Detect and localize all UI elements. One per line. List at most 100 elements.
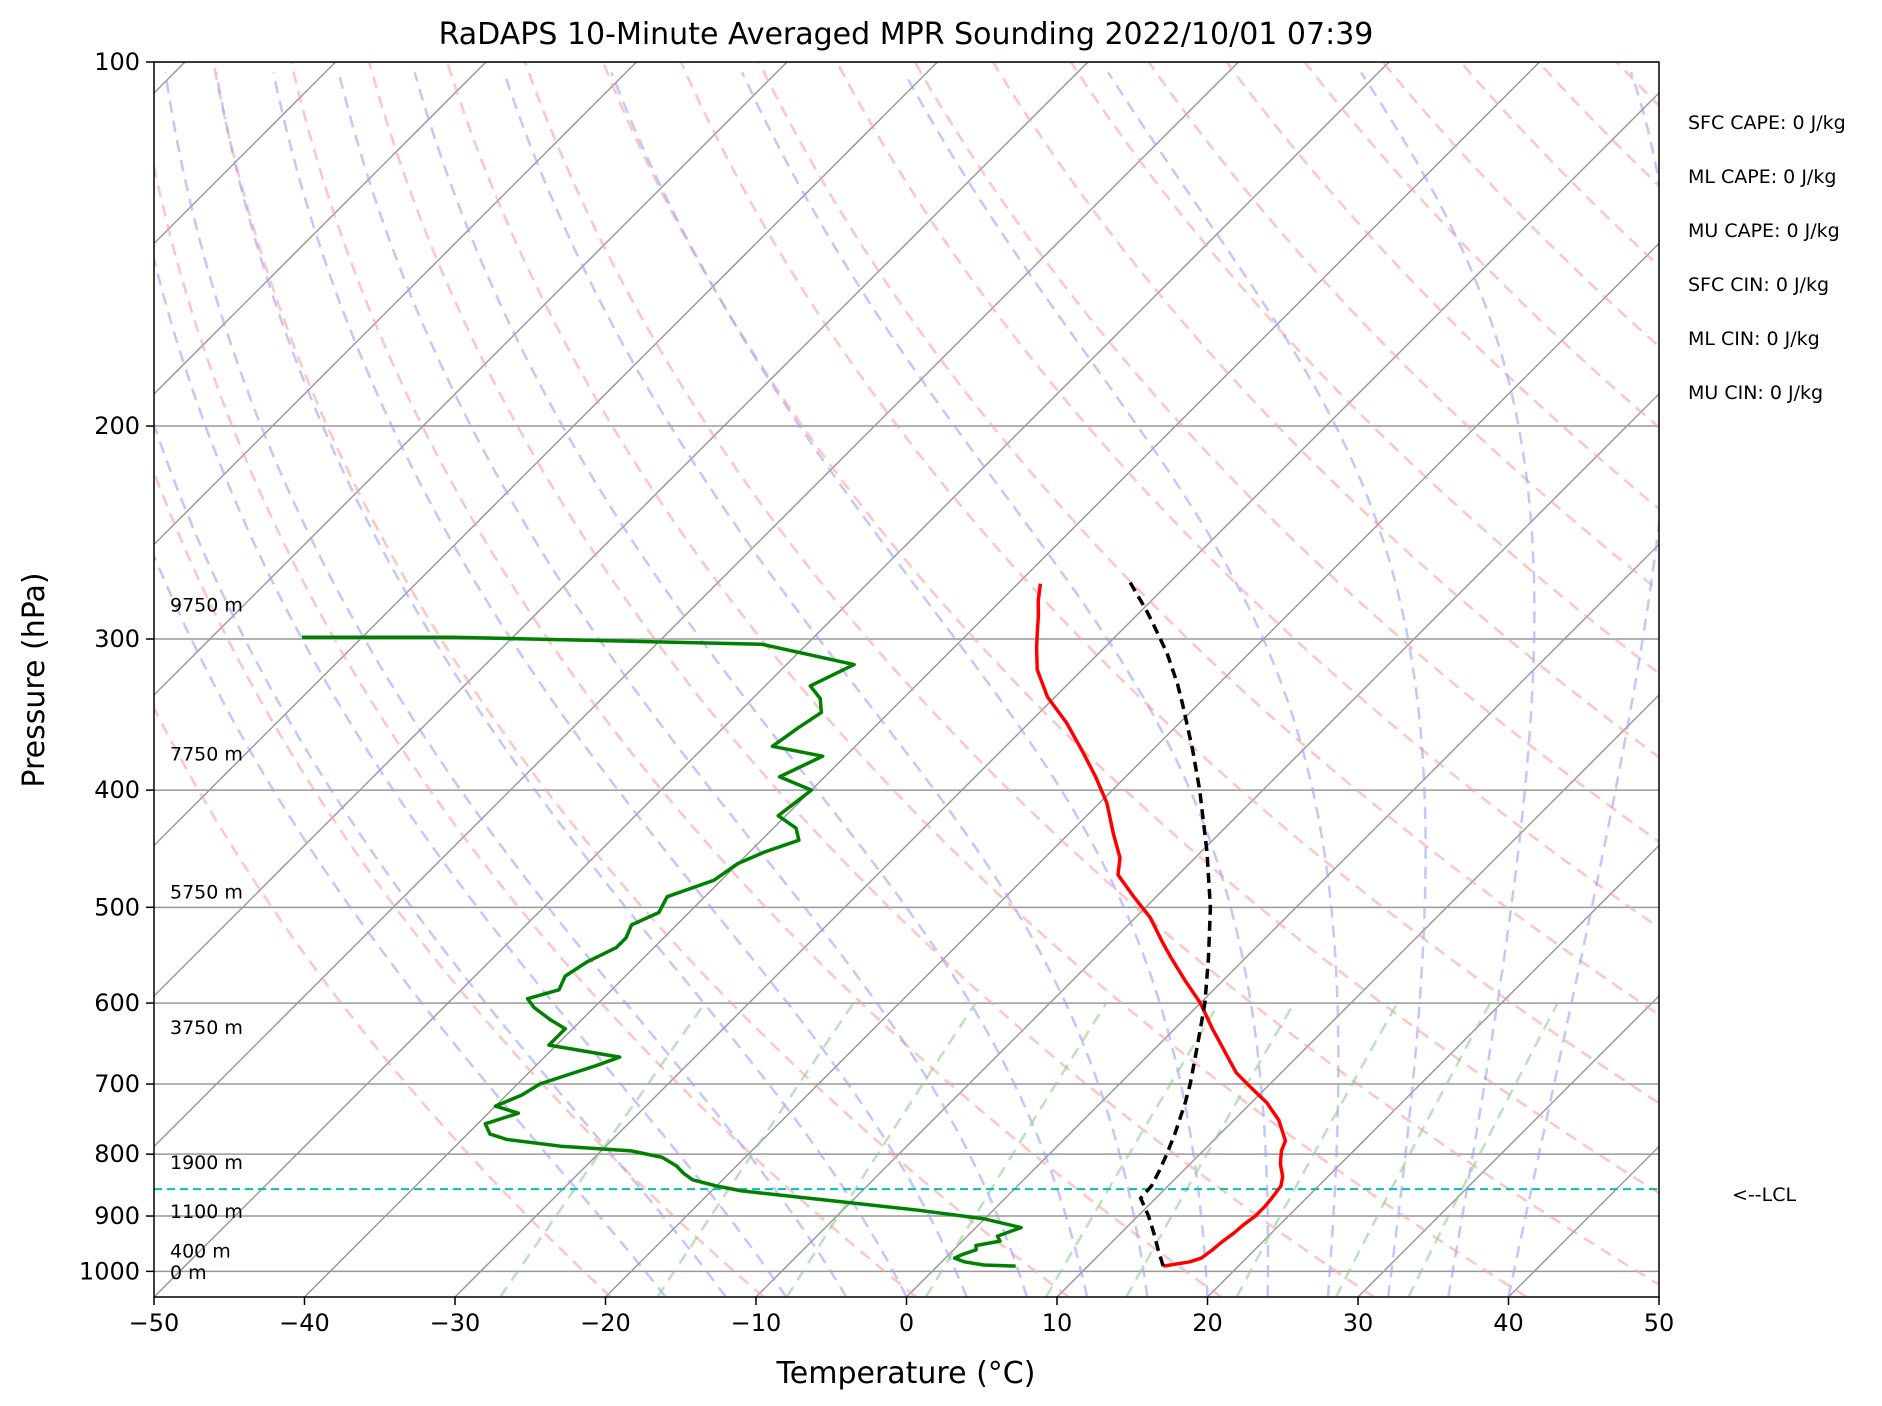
mixing-ratio-line [1125,1002,1296,1297]
y-tick-label: 100 [94,48,140,76]
height-label: 9750 m [170,595,243,617]
isotherm [154,62,939,847]
dry-adiabat [1381,62,1659,349]
dry-adiabat [212,62,1070,1297]
mixing-ratio-line [1334,1002,1492,1297]
moist-adiabat [741,71,1270,1297]
dry-adiabat [1069,62,1659,676]
y-tick-label: 200 [94,412,140,440]
height-label: 1900 m [170,1152,243,1174]
x-axis-label: Temperature (°C) [776,1356,1036,1391]
chart-title: RaDAPS 10-Minute Averaged MPR Sounding 2… [439,17,1374,52]
dry-adiabat [523,62,1659,1287]
y-axis-label: Pressure (hPa) [17,572,52,787]
height-label: 7750 m [170,743,243,765]
isotherm [755,392,1659,1297]
stat-line: MU CIN: 0 J/kg [1688,382,1823,404]
mixing-ratio-line [1407,1002,1559,1297]
x-tick-label: −30 [430,1309,481,1337]
dry-adiabat [1303,62,1659,429]
moist-adiabat [154,421,727,1297]
mixing-ratio-line [1235,1002,1399,1297]
parcel-line [1127,578,1213,1267]
dry-adiabat [679,62,1659,1105]
x-tick-label: 30 [1343,1309,1374,1337]
mixing-ratio-line [785,1002,977,1297]
isotherm [1507,1145,1659,1297]
isotherm [154,62,487,396]
stat-line: ML CIN: 0 J/kg [1688,328,1820,350]
dry-adiabat [913,62,1659,844]
dewpoint-line [302,635,1023,1268]
x-tick-label: −50 [129,1309,180,1337]
x-axis-ticks: −50 −40 −30 −20 −10 0 10 20 30 40 50 [129,1297,1675,1337]
moist-adiabat [502,72,1149,1297]
dry-adiabat [154,160,917,1297]
moist-adiabat [413,72,1089,1297]
stat-line: SFC CIN: 0 J/kg [1688,274,1829,296]
x-tick-label: −10 [731,1309,782,1337]
y-axis-ticks: 100 200 300 400 500 600 700 800 900 1000 [79,48,154,1285]
dry-adiabat [1537,62,1659,188]
stat-line: ML CAPE: 0 J/kg [1688,166,1836,188]
y-tick-label: 700 [94,1070,140,1098]
y-tick-label: 300 [94,625,140,653]
lcl-label: <--LCL [1732,1184,1796,1206]
mixing-ratio-line [924,1002,1108,1297]
moist-adiabat [903,71,1340,1297]
dry-adiabat [289,62,1223,1297]
x-tick-label: 20 [1192,1309,1223,1337]
height-labels: 9750 m 7750 m 5750 m 3750 m 1900 m 1100 m 400 … [170,595,243,1284]
moist-adiabat [1360,71,1536,1297]
dry-adiabat [991,62,1659,759]
moist-adiabat [337,72,1029,1297]
mixing-ratio-line [656,1002,855,1297]
moist-adiabat [214,72,908,1297]
y-tick-label: 900 [94,1202,140,1230]
temperature-line [1034,583,1288,1268]
x-tick-label: 50 [1644,1309,1675,1337]
y-tick-label: 600 [94,989,140,1017]
isotherm [604,242,1659,1297]
dry-adiabat [1147,62,1659,593]
moist-adiabat [164,72,848,1297]
isotherm [154,62,1240,1148]
moist-adiabat [272,72,968,1297]
y-tick-label: 500 [94,893,140,921]
dry-adiabat [1694,62,1882,1297]
isotherm [454,91,1659,1297]
moist-adiabat [1507,72,1659,1297]
y-tick-label: 800 [94,1140,140,1168]
y-tick-label: 1000 [79,1257,140,1285]
x-tick-label: −20 [580,1309,631,1337]
dry-adiabat [1225,62,1659,511]
isotherm [154,62,1390,1297]
x-tick-label: 10 [1042,1309,1073,1337]
stat-line: MU CAPE: 0 J/kg [1688,220,1840,242]
moist-adiabat [154,552,667,1297]
isotherm [1056,693,1659,1297]
x-tick-label: 0 [899,1309,914,1337]
isotherm [1357,994,1659,1297]
instability-stats: SFC CAPE: 0 J/kg ML CAPE: 0 J/kg MU CAPE: … [1688,112,1846,404]
dry-adiabat [367,62,1375,1297]
stat-line: SFC CAPE: 0 J/kg [1688,112,1846,134]
isotherm [1810,62,1882,1297]
isotherm [154,62,638,546]
isotherm [303,62,1541,1297]
height-label: 0 m [170,1262,207,1284]
height-label: 1100 m [170,1201,243,1223]
dry-adiabat [446,62,1528,1297]
dry-adiabat [1615,62,1659,108]
moist-adiabat [610,71,1209,1297]
dry-adiabat [601,62,1659,1195]
isotherm [1206,844,1659,1297]
height-label: 400 m [170,1240,231,1262]
isotherm [154,62,788,697]
y-tick-label: 400 [94,776,140,804]
height-label: 5750 m [170,881,243,903]
mixing-ratio-line [1044,1002,1220,1297]
dry-adiabat [154,705,612,1297]
moist-adiabat [1107,71,1427,1297]
